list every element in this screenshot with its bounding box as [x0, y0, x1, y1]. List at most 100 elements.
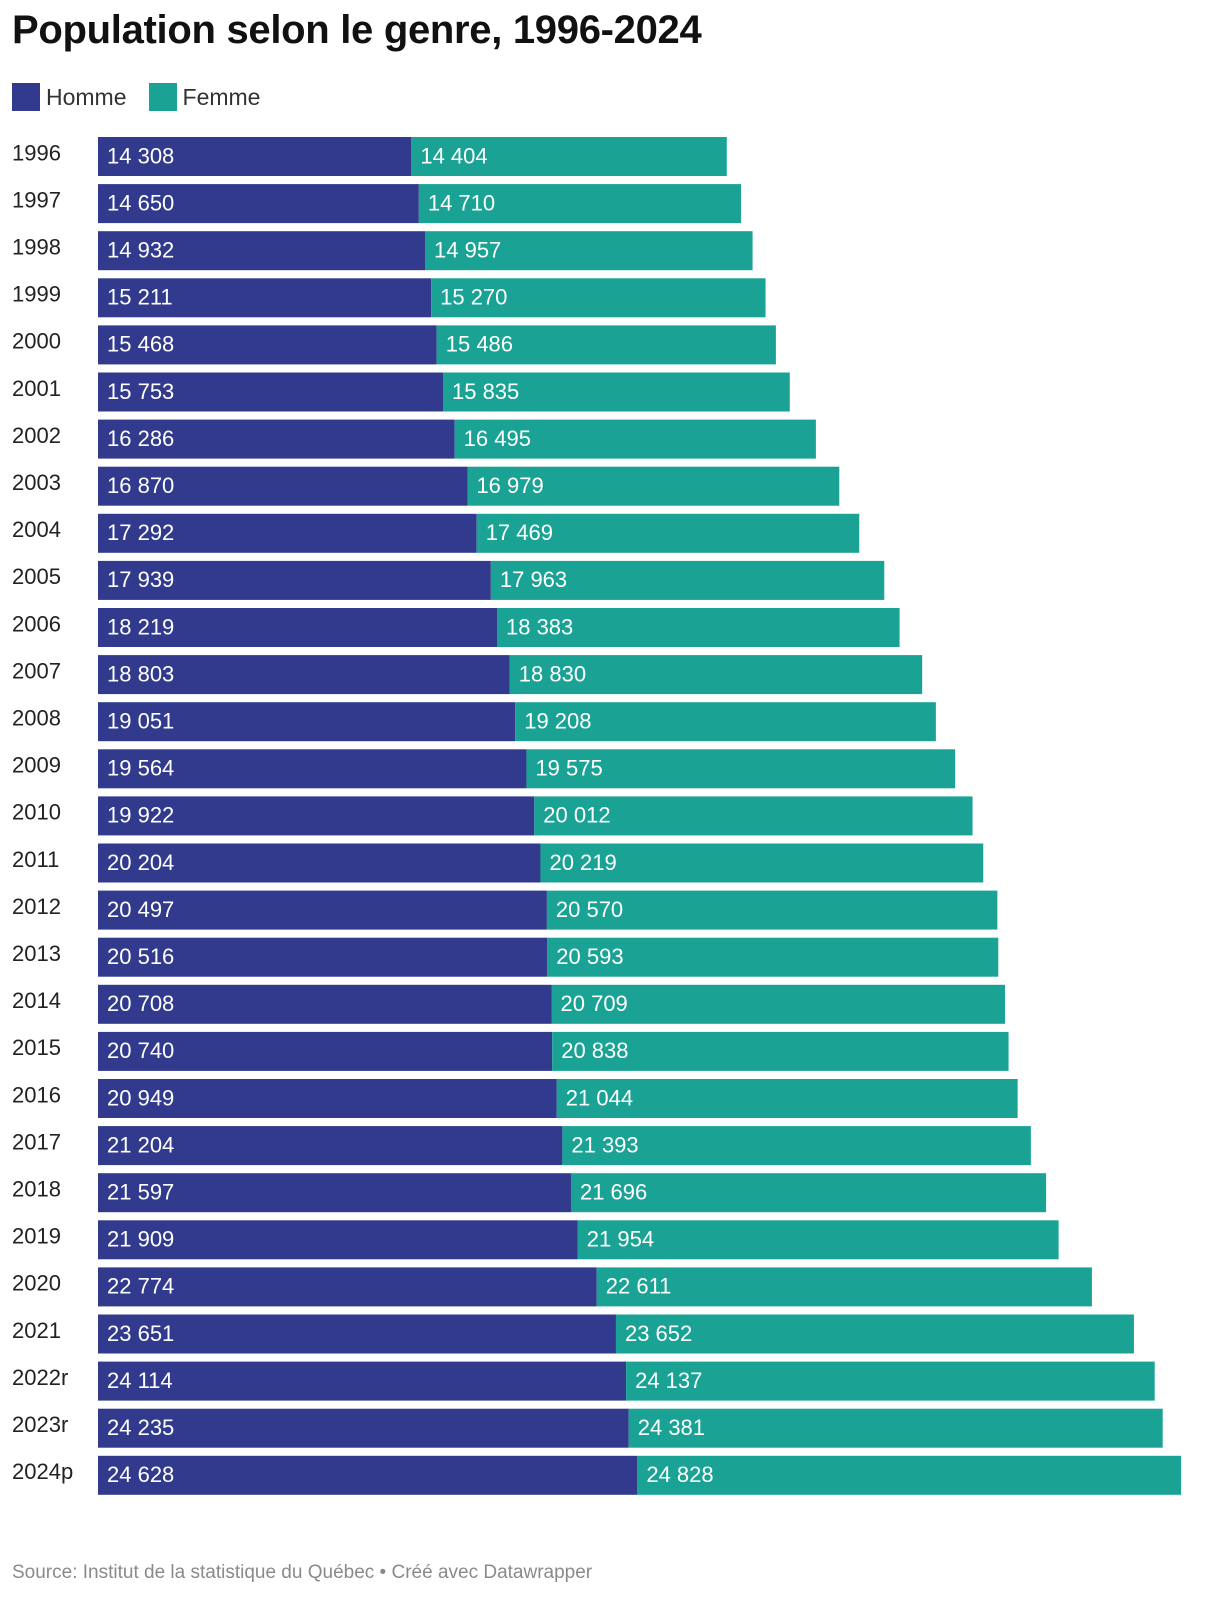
legend-swatch-homme — [12, 83, 40, 111]
year-label: 1996 — [12, 140, 61, 165]
year-label: 2018 — [12, 1177, 61, 1202]
value-label-femme: 20 838 — [561, 1038, 628, 1063]
bar-homme — [98, 419, 455, 459]
value-label-homme: 14 932 — [107, 238, 174, 263]
year-label: 2006 — [12, 611, 61, 636]
legend: Homme Femme — [12, 82, 282, 112]
bar-femme — [418, 184, 741, 224]
bar-homme — [98, 655, 510, 695]
value-label-femme: 18 830 — [519, 661, 586, 686]
value-label-femme: 15 486 — [446, 332, 513, 357]
year-label: 2001 — [12, 376, 61, 401]
value-label-femme: 21 696 — [580, 1180, 647, 1205]
bar-femme — [577, 1220, 1059, 1260]
value-label-femme: 24 381 — [638, 1415, 705, 1440]
value-label-femme: 20 570 — [556, 897, 623, 922]
value-label-homme: 19 051 — [107, 709, 174, 734]
value-label-homme: 21 909 — [107, 1227, 174, 1252]
bar-femme — [556, 1079, 1018, 1118]
value-label-homme: 20 204 — [107, 850, 174, 875]
bar-homme — [98, 796, 535, 836]
year-label: 2017 — [12, 1129, 61, 1154]
bar-femme — [615, 1314, 1134, 1354]
year-label: 2014 — [12, 988, 61, 1013]
value-label-femme: 15 835 — [452, 379, 519, 404]
value-label-homme: 15 211 — [107, 285, 173, 310]
year-label: 2004 — [12, 517, 61, 542]
legend-swatch-femme — [148, 83, 177, 111]
bar-homme — [98, 1455, 638, 1495]
bar-homme — [98, 1408, 629, 1448]
bar-femme — [490, 560, 885, 600]
value-label-homme: 18 219 — [107, 614, 174, 639]
value-label-femme: 15 270 — [440, 285, 507, 310]
bar-homme — [98, 231, 426, 271]
year-label: 2013 — [12, 941, 61, 966]
bar-femme — [431, 278, 766, 318]
bar-homme — [98, 1267, 597, 1307]
bar-homme — [98, 608, 497, 647]
value-label-femme: 24 828 — [646, 1462, 713, 1487]
year-label: 2016 — [12, 1082, 61, 1107]
value-label-femme: 24 137 — [635, 1368, 702, 1393]
year-label: 2024p — [12, 1459, 73, 1484]
bar-homme — [98, 890, 547, 930]
year-label: 2009 — [12, 753, 61, 778]
value-label-homme: 20 708 — [107, 991, 174, 1016]
year-label: 2011 — [12, 847, 59, 872]
value-label-femme: 14 710 — [428, 190, 495, 215]
value-label-femme: 16 979 — [476, 473, 543, 498]
value-label-homme: 21 597 — [107, 1180, 174, 1205]
value-label-homme: 19 564 — [107, 756, 174, 781]
year-label: 2020 — [12, 1271, 61, 1296]
year-label: 2015 — [12, 1035, 61, 1060]
bar-femme — [534, 796, 973, 836]
legend-label-femme: Femme — [182, 83, 261, 110]
bar-femme — [626, 1361, 1155, 1401]
bar-homme — [98, 184, 419, 224]
value-label-femme: 19 208 — [524, 709, 591, 734]
year-label: 2000 — [12, 329, 61, 354]
legend-item-femme: Femme — [148, 83, 261, 111]
bar-femme — [442, 372, 790, 412]
value-label-femme: 16 495 — [464, 426, 531, 451]
year-label: 2022r — [12, 1365, 68, 1390]
bar-homme — [98, 843, 541, 883]
bar-homme — [98, 560, 491, 600]
year-label: 2007 — [12, 658, 61, 683]
bar-femme — [411, 137, 727, 176]
value-label-homme: 14 308 — [107, 143, 174, 168]
value-label-homme: 20 740 — [107, 1038, 174, 1063]
value-label-homme: 17 939 — [107, 567, 174, 592]
value-label-femme: 20 012 — [543, 803, 610, 828]
year-label: 1998 — [12, 235, 61, 260]
bar-homme — [98, 1079, 557, 1118]
bar-femme — [526, 749, 956, 789]
bar-femme — [454, 419, 816, 459]
value-label-homme: 14 650 — [107, 190, 174, 215]
year-label: 2003 — [12, 470, 61, 495]
value-label-femme: 17 963 — [500, 567, 567, 592]
value-label-homme: 24 628 — [107, 1462, 174, 1487]
bar-femme — [496, 608, 900, 647]
bar-homme — [98, 513, 477, 553]
year-label: 2012 — [12, 894, 61, 919]
bar-femme — [570, 1173, 1047, 1213]
value-label-femme: 14 957 — [434, 238, 501, 263]
year-label: 2010 — [12, 800, 61, 825]
bar-femme — [467, 466, 840, 506]
value-label-homme: 18 803 — [107, 661, 174, 686]
year-label: 2002 — [12, 423, 61, 448]
bar-femme — [515, 702, 936, 742]
bar-homme — [98, 1220, 578, 1260]
year-label: 1999 — [12, 282, 61, 307]
value-label-femme: 19 575 — [535, 756, 602, 781]
bar-femme — [562, 1126, 1031, 1166]
bar-homme — [98, 372, 443, 412]
bar-femme — [552, 1031, 1009, 1071]
bar-femme — [551, 984, 1006, 1024]
value-label-homme: 21 204 — [107, 1132, 174, 1157]
bar-homme — [98, 1173, 571, 1213]
value-label-femme: 20 709 — [561, 991, 628, 1016]
bar-homme — [98, 278, 432, 318]
